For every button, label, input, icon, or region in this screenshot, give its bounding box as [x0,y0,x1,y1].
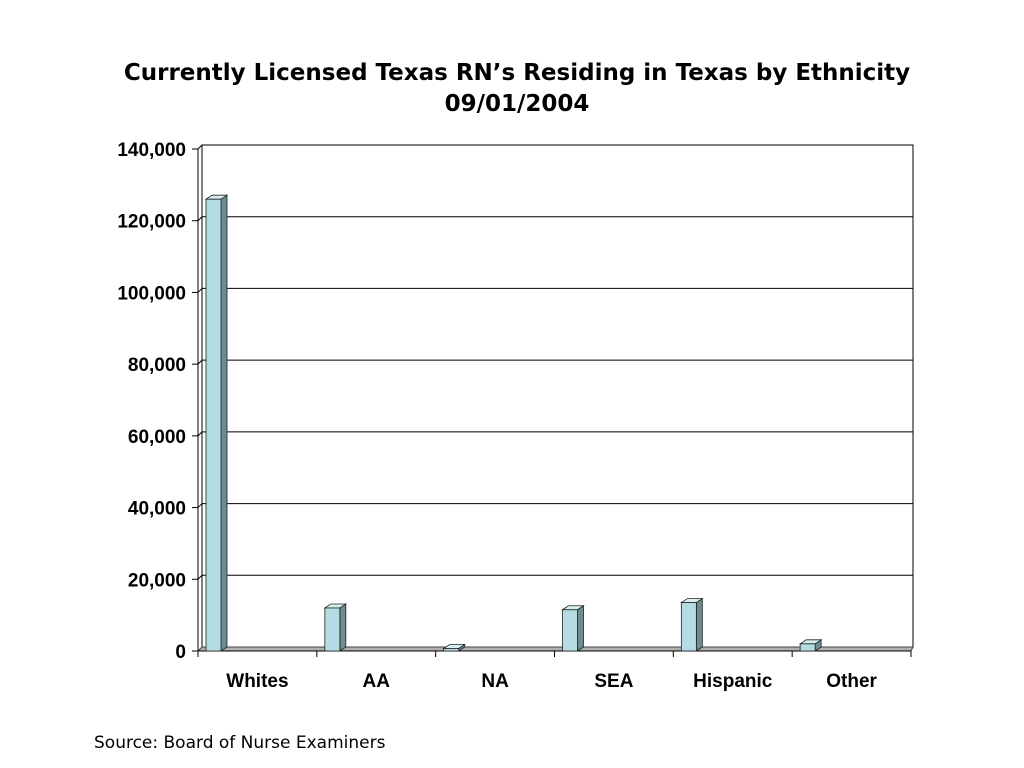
chart-subtitle: 09/01/2004 [444,91,590,117]
x-tick-label: Other [826,671,877,692]
plot-area-border [201,144,914,648]
y-tick-label: 20,000 [128,570,186,591]
x-tick-label: Hispanic [693,671,773,692]
bar-side [577,605,584,652]
chart-title-line: Currently Licensed Texas RN’s Residing i… [123,60,911,86]
bar [324,607,341,652]
bar-side [695,597,703,652]
gridline-depth [197,144,203,150]
y-tick-label: 60,000 [128,427,186,448]
y-tick-label: 120,000 [117,212,186,233]
gridline-depth [197,359,203,365]
gridline-depth [197,503,203,508]
gridline-depth [197,431,203,437]
bar [205,198,222,652]
gridline-depth [197,574,203,580]
bar [443,648,460,652]
x-tick-label: Whites [226,671,288,692]
y-tick-label: 140,000 [117,140,186,161]
bar [562,609,578,652]
bar-side [339,603,347,652]
chart-title: Currently Licensed Texas RN’s Residing i… [0,58,1024,120]
bar [680,602,697,652]
x-tick-label: SEA [594,671,633,692]
x-tick-label: AA [363,671,391,692]
y-tick-label: 0 [175,642,186,663]
bar-side [220,194,228,652]
source-note: Source: Board of Nurse Examiners [94,733,386,753]
gridline-depth [197,288,203,293]
y-tick-label: 40,000 [128,499,186,520]
y-tick-label: 80,000 [128,355,186,376]
x-tick-label: NA [481,671,509,692]
gridline-depth [197,216,203,222]
y-tick-label: 100,000 [117,283,186,304]
bar [799,643,816,652]
